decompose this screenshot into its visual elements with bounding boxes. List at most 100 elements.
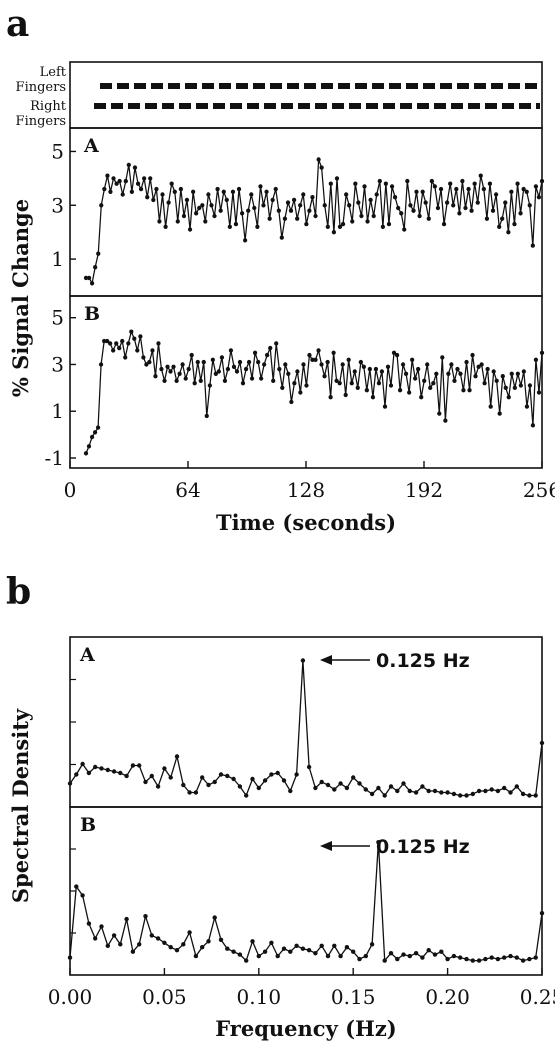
- series-b-A-point: [382, 793, 387, 798]
- series-a-B-point: [382, 404, 388, 409]
- series-a-A-point: [227, 224, 232, 229]
- series-b-A-point: [250, 776, 255, 782]
- y-tick-label: 5: [51, 139, 64, 163]
- series-a-B-point: [304, 383, 309, 388]
- series-a-B-point: [446, 371, 451, 376]
- series-a-A-point: [166, 200, 171, 205]
- series-a-A-point: [313, 213, 318, 219]
- series-a-A-point: [515, 181, 520, 186]
- series-a-B-point: [150, 348, 155, 353]
- series-a-A-point: [102, 186, 107, 192]
- panel-a-x-axis-title: Time (seconds): [216, 510, 396, 535]
- series-b-B-point: [244, 958, 249, 963]
- series-b-B-point: [86, 921, 92, 926]
- series-b-A-point: [206, 782, 211, 788]
- series-b-B-point: [262, 949, 268, 954]
- series-b-A-point: [313, 785, 318, 791]
- series-b-A: [67, 658, 545, 798]
- series-a-B-point: [307, 352, 312, 358]
- series-a-B-point: [470, 352, 475, 358]
- y-tick-label: 3: [51, 352, 64, 376]
- series-a-A-point: [389, 184, 395, 189]
- series-a-A-point: [258, 184, 263, 189]
- series-b-A-point: [193, 790, 199, 795]
- series-b-B-point: [275, 953, 280, 959]
- left-fingers-label-line: Left: [40, 65, 67, 80]
- x-tick-label: 256: [523, 478, 555, 502]
- series-a-A-point: [285, 200, 291, 205]
- series-a-A-point: [99, 203, 104, 208]
- series-b-B-point: [294, 943, 299, 948]
- series-a-B-point: [277, 366, 282, 372]
- series-a-B-point: [428, 385, 433, 390]
- series-a-B-point: [343, 392, 348, 398]
- series-b-B-point: [325, 953, 331, 959]
- series-a-A-point: [123, 178, 128, 184]
- series-a-A-point: [276, 208, 281, 213]
- x-tick-label: 0: [64, 478, 77, 502]
- panel-a-x-ticks: 0 64 128 192 256: [64, 461, 555, 502]
- series-b-A-point: [80, 761, 85, 767]
- series-a-A-point: [463, 205, 468, 211]
- series-a-B-point: [425, 362, 430, 367]
- series-a-A-point: [377, 178, 382, 184]
- panel-a-y-axis-title: % Signal Change: [8, 199, 33, 397]
- series-b-A-point: [439, 790, 444, 795]
- series-b-B-point: [313, 951, 318, 956]
- series-a-A-point: [212, 213, 217, 219]
- series-b-B-point: [200, 945, 205, 950]
- series-a-A-point: [500, 216, 505, 221]
- series-b-A-point: [476, 788, 482, 794]
- series-a-B-point: [162, 378, 167, 383]
- series-b-B-point: [269, 940, 274, 945]
- series-a-B-point: [337, 381, 342, 386]
- series-a-B-point: [328, 395, 333, 400]
- series-b-A-point: [111, 769, 117, 774]
- series-a-A-point: [423, 200, 428, 205]
- series-a-A-point: [301, 192, 306, 197]
- series-b-B-point: [351, 949, 356, 954]
- series-a-A-point: [236, 186, 242, 192]
- series-a-B-point: [262, 362, 267, 367]
- series-a-A-point: [163, 224, 168, 229]
- series-a-B-point: [458, 371, 463, 376]
- series-a-B-point: [322, 374, 327, 379]
- series-a-B-point: [530, 423, 536, 428]
- series-a-A-point: [145, 195, 150, 200]
- series-b-B-point: [369, 942, 375, 947]
- series-a-A-point: [126, 162, 131, 168]
- series-b-A-point: [124, 773, 129, 779]
- series-a-B-point: [207, 383, 212, 388]
- series-b-B-point: [539, 911, 545, 916]
- series-b-B-point: [218, 937, 224, 942]
- series-a-A-point: [386, 221, 392, 227]
- series-a-A-point: [307, 208, 312, 213]
- series-a-B-point: [379, 369, 385, 374]
- series-a-B-point: [370, 395, 376, 400]
- series-b-B-point: [338, 953, 343, 959]
- series-a-B-point: [316, 348, 321, 353]
- series-a-A-point: [347, 203, 352, 208]
- series-b-A-point: [451, 791, 457, 797]
- series-a-B-point: [301, 362, 306, 367]
- series-a-B-point: [476, 364, 481, 369]
- series-a-B-point: [153, 374, 158, 379]
- series-b-A-point: [162, 766, 167, 771]
- series-a-A-point: [536, 195, 542, 200]
- series-a-A-point: [151, 197, 156, 203]
- series-a-A-point: [438, 186, 444, 192]
- series-b-B-point: [319, 943, 324, 948]
- series-a-A-point: [380, 224, 386, 229]
- series-a-B-point: [174, 378, 179, 383]
- series-b-B-point: [306, 948, 312, 953]
- series-a-A-point: [86, 275, 92, 281]
- series-a-A-point: [221, 189, 226, 194]
- series-a-B-point: [195, 359, 200, 365]
- series-b-B-point: [426, 948, 431, 953]
- series-a-A-point: [154, 186, 159, 192]
- series-a-B-point: [210, 357, 215, 362]
- series-a-A-point: [414, 189, 419, 194]
- series-a-B-point: [515, 371, 520, 376]
- series-a-A-point: [411, 208, 416, 213]
- series-a-B-point: [485, 366, 490, 372]
